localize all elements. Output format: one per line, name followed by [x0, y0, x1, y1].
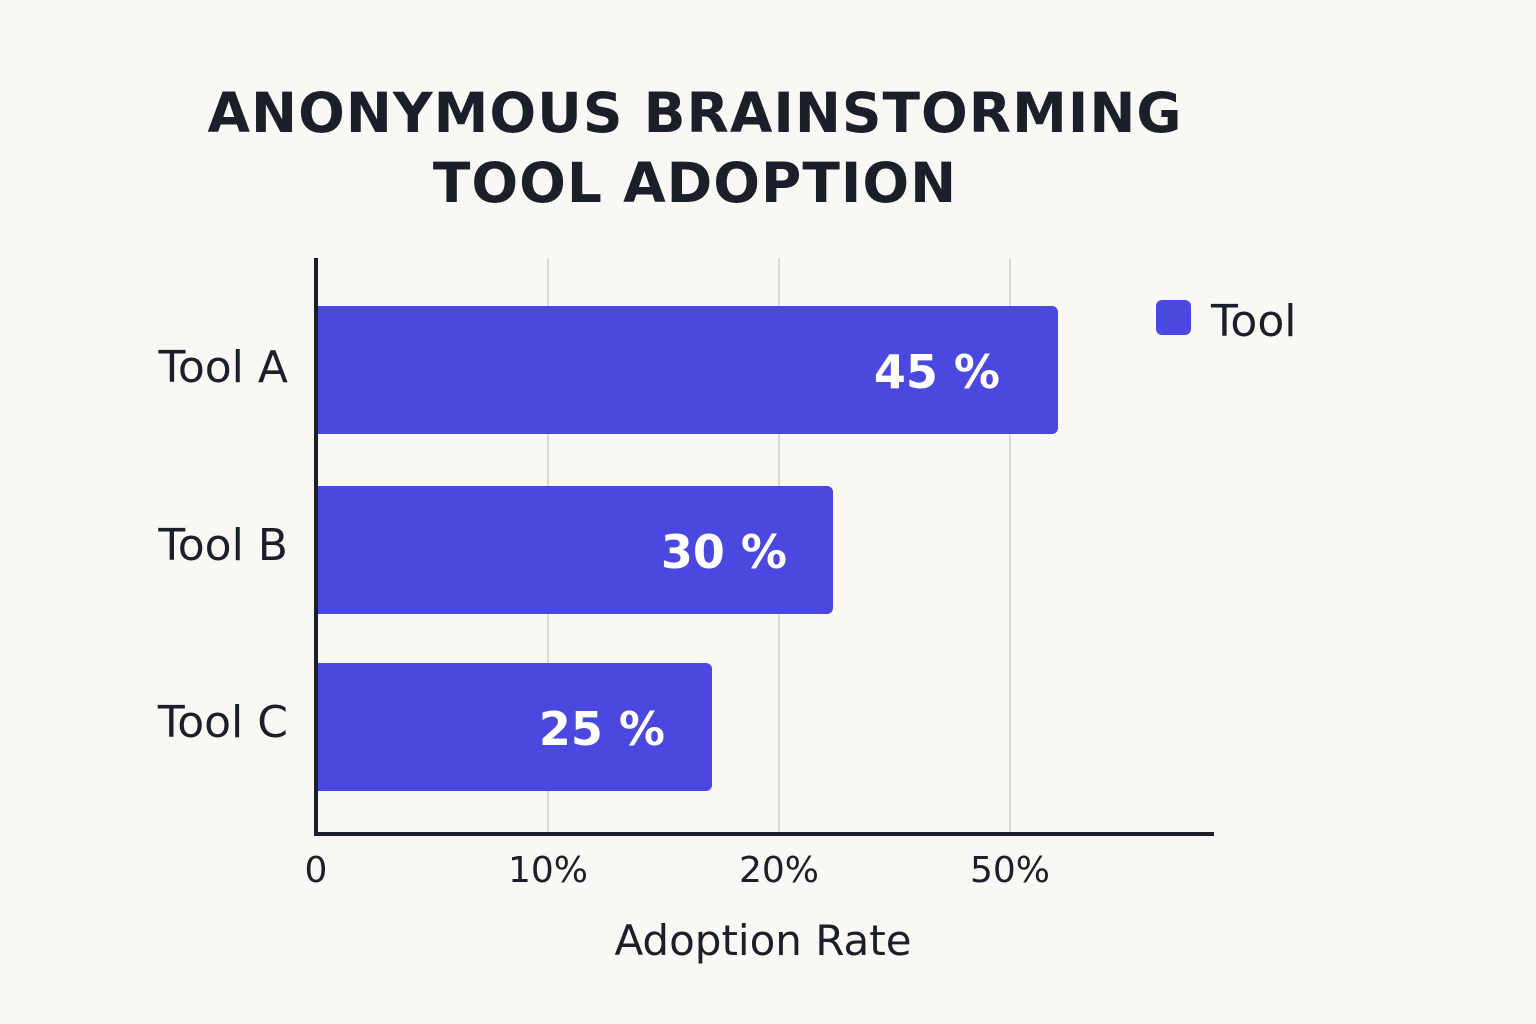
x-tick-label: 0	[305, 850, 328, 891]
legend: Tool	[1156, 296, 1296, 347]
x-tick-label: 10%	[508, 850, 588, 891]
category-label: Tool B	[157, 520, 288, 571]
bar-left-edge	[316, 306, 328, 434]
x-tick-label: 50%	[970, 850, 1050, 891]
bar-left-edge	[316, 663, 328, 791]
legend-label: Tool	[1210, 296, 1296, 347]
bar-tool-b	[316, 486, 833, 614]
x-axis-title: Adoption Rate	[614, 916, 911, 965]
bar-tool-c	[316, 663, 712, 791]
axes	[314, 258, 1214, 836]
data-label: 30 %	[661, 525, 787, 579]
x-tick-label: 20%	[739, 850, 819, 891]
chart-title-line-2: TOOL ADOPTION	[432, 151, 958, 215]
bar-left-edge	[316, 486, 328, 614]
chart-title: ANONYMOUS BRAINSTORMING TOOL ADOPTION	[195, 78, 1195, 218]
chart-title-line-1: ANONYMOUS BRAINSTORMING	[207, 81, 1183, 145]
data-label: 45 %	[874, 345, 1000, 399]
labels: 0 10% 20% 50% Tool A 45 % Tool B 30 % Tool C 25 %	[157, 342, 1050, 891]
legend-swatch	[1156, 300, 1191, 335]
data-label: 25 %	[539, 702, 665, 756]
category-label: Tool C	[157, 697, 288, 748]
bars	[316, 306, 1058, 791]
bar-tool-a	[316, 306, 1058, 434]
category-label: Tool A	[157, 342, 288, 393]
